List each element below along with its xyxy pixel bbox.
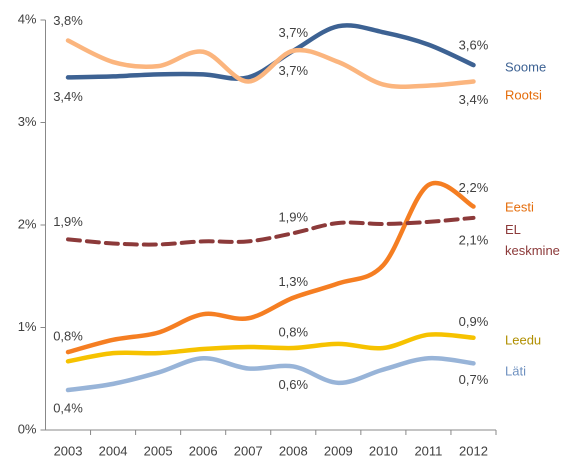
data-label: 1,9% [278,210,308,225]
legend-label: Rootsi [505,87,542,102]
data-label: 0,6% [278,377,308,392]
data-label: 3,8% [53,13,83,28]
x-tick-label: 2008 [279,443,308,458]
series-line [65,23,476,81]
data-label: 3,4% [53,89,83,104]
data-label: 0,8% [278,324,308,339]
data-label: 3,7% [278,25,308,40]
legend-label-part: EL [505,222,521,237]
data-label: 3,7% [278,63,308,78]
x-tick-label: 2007 [234,443,263,458]
data-label: 0,7% [459,372,489,387]
series-line [65,355,476,393]
y-tick-label: 0% [18,421,37,436]
y-tick-label: 4% [18,11,37,26]
series-line [66,215,476,247]
data-label: 0,9% [459,314,489,329]
y-tick-label: 1% [18,319,37,334]
data-label: 2,1% [459,232,489,247]
x-tick-label: 2010 [369,443,398,458]
data-label: 0,8% [53,329,83,344]
series-line [65,180,476,355]
data-label: 3,6% [459,38,489,53]
series-line [65,38,476,90]
data-label: 1,3% [278,274,308,289]
x-tick-label: 2012 [459,443,488,458]
data-label: 3,4% [459,92,489,107]
legend-label: Eesti [505,199,534,214]
data-label: 0,4% [53,400,83,415]
y-tick-label: 2% [18,216,37,231]
x-tick-label: 2011 [414,443,442,458]
legend-label: Soome [505,59,546,74]
data-label: 2,2% [459,180,489,195]
x-tick-label: 2006 [189,443,218,458]
legend-label: Leedu [505,332,541,347]
x-tick-label: 2005 [144,443,173,458]
y-tick-label: 3% [18,114,37,129]
x-tick-label: 2004 [99,443,128,458]
legend-label: Läti [505,363,526,378]
x-tick-label: 2003 [54,443,83,458]
data-label: 1,9% [53,214,83,229]
series-line [65,332,476,364]
legend-label: EL keskmine [505,222,560,258]
legend-label-part: keskmine [505,243,560,258]
x-tick-label: 2009 [324,443,353,458]
